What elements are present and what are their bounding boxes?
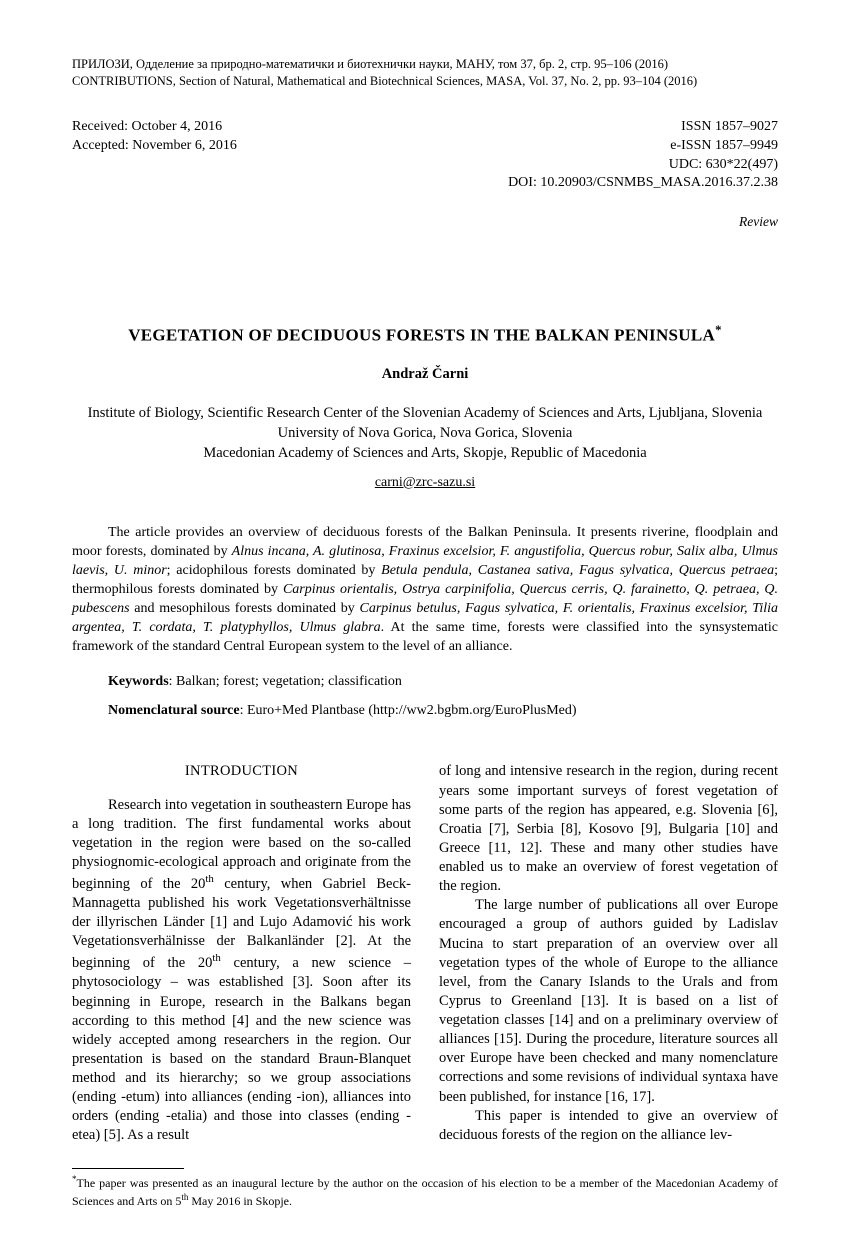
article-title: VEGETATION OF DECIDUOUS FORESTS IN THE B… — [72, 322, 778, 348]
eissn: e-ISSN 1857–9949 — [508, 137, 778, 156]
author-name: Andraž Čarni — [72, 365, 778, 385]
udc: UDC: 630*22(497) — [508, 156, 778, 175]
abstract-text: The article provides an overview of deci… — [72, 524, 778, 656]
keywords-label: Keywords — [108, 674, 169, 689]
affiliation-1: Institute of Biology, Scientific Researc… — [72, 403, 778, 423]
abstract-block: The article provides an overview of deci… — [72, 524, 778, 656]
journal-header-english: CONTRIBUTIONS, Section of Natural, Mathe… — [72, 73, 778, 90]
intro-paragraph-2: The large number of publications all ove… — [439, 896, 778, 1106]
affiliations-block: Institute of Biology, Scientific Researc… — [72, 403, 778, 464]
affiliation-2: University of Nova Gorica, Nova Gorica, … — [72, 423, 778, 443]
intro-paragraph-3: This paper is intended to give an overvi… — [439, 1107, 778, 1145]
intro-paragraph-1: Research into vegetation in southeastern… — [72, 796, 411, 1146]
journal-header-macedonian: ПРИЛОЗИ, Одделение за природно-математич… — [72, 56, 778, 73]
title-footnote-mark: * — [715, 323, 722, 337]
affiliation-3: Macedonian Academy of Sciences and Arts,… — [72, 443, 778, 463]
accepted-date: Accepted: November 6, 2016 — [72, 137, 237, 156]
keywords-values: : Balkan; forest; vegetation; classifica… — [169, 674, 402, 689]
metadata-block: Received: October 4, 2016 Accepted: Nove… — [72, 118, 778, 194]
nomenclatural-value: : Euro+Med Plantbase (http://ww2.bgbm.or… — [240, 703, 577, 718]
footnote-divider — [72, 1168, 184, 1169]
meta-identifiers: ISSN 1857–9027 e-ISSN 1857–9949 UDC: 630… — [508, 118, 778, 194]
body-columns: INTRODUCTION Research into vegetation in… — [72, 762, 778, 1145]
nomenclatural-line: Nomenclatural source: Euro+Med Plantbase… — [72, 702, 778, 721]
footnote-text: *The paper was presented as an inaugural… — [72, 1173, 778, 1209]
keywords-line: Keywords: Balkan; forest; vegetation; cl… — [72, 673, 778, 692]
author-email[interactable]: carni@zrc-sazu.si — [72, 474, 778, 493]
column-right: of long and intensive research in the re… — [439, 762, 778, 1145]
doi: DOI: 10.20903/CSNMBS_MASA.2016.37.2.38 — [508, 174, 778, 193]
nomenclatural-label: Nomenclatural source — [108, 703, 240, 718]
meta-dates: Received: October 4, 2016 Accepted: Nove… — [72, 118, 237, 194]
article-type-label: Review — [72, 213, 778, 231]
column-left: INTRODUCTION Research into vegetation in… — [72, 762, 411, 1145]
title-text: VEGETATION OF DECIDUOUS FORESTS IN THE B… — [128, 325, 715, 344]
issn: ISSN 1857–9027 — [508, 118, 778, 137]
received-date: Received: October 4, 2016 — [72, 118, 237, 137]
introduction-heading: INTRODUCTION — [72, 762, 411, 781]
intro-paragraph-1-cont: of long and intensive research in the re… — [439, 762, 778, 896]
